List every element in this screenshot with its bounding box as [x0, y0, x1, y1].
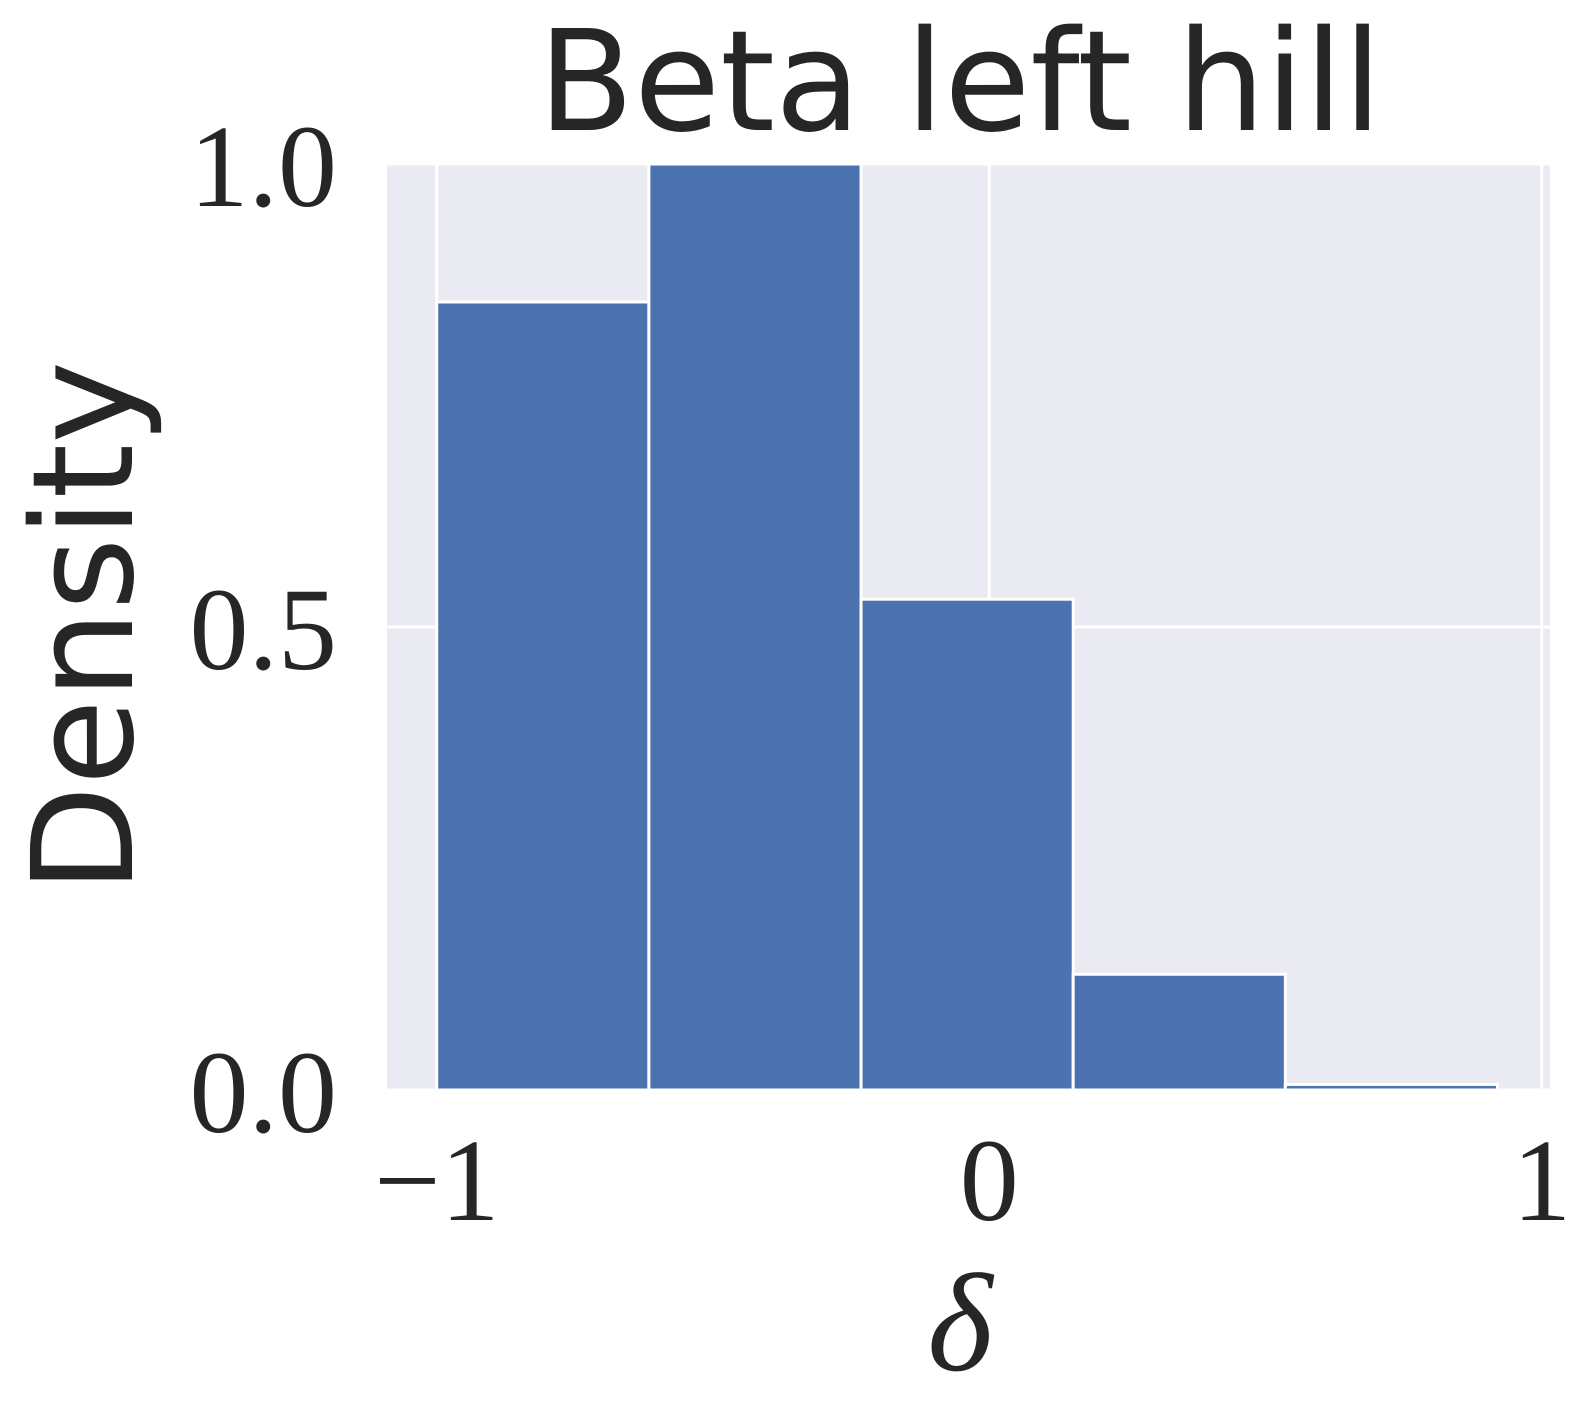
y-tick-label: 0.5 — [190, 564, 338, 695]
x-axis-label: δ — [927, 1246, 994, 1401]
y-tick-label: 0.0 — [190, 1027, 338, 1158]
bar — [859, 597, 1075, 1092]
y-tick-label: 1.0 — [190, 101, 338, 232]
x-tick-label: 1 — [1512, 1115, 1571, 1246]
chart-title: Beta left hill — [538, 1, 1382, 164]
bar — [647, 162, 863, 1092]
y-axis-label: Density — [3, 361, 166, 893]
x-tick-label: 0 — [960, 1115, 1019, 1246]
bar — [435, 300, 651, 1092]
x-tick-label: −1 — [374, 1115, 500, 1246]
bar — [1071, 972, 1287, 1092]
bar — [1283, 1082, 1500, 1092]
